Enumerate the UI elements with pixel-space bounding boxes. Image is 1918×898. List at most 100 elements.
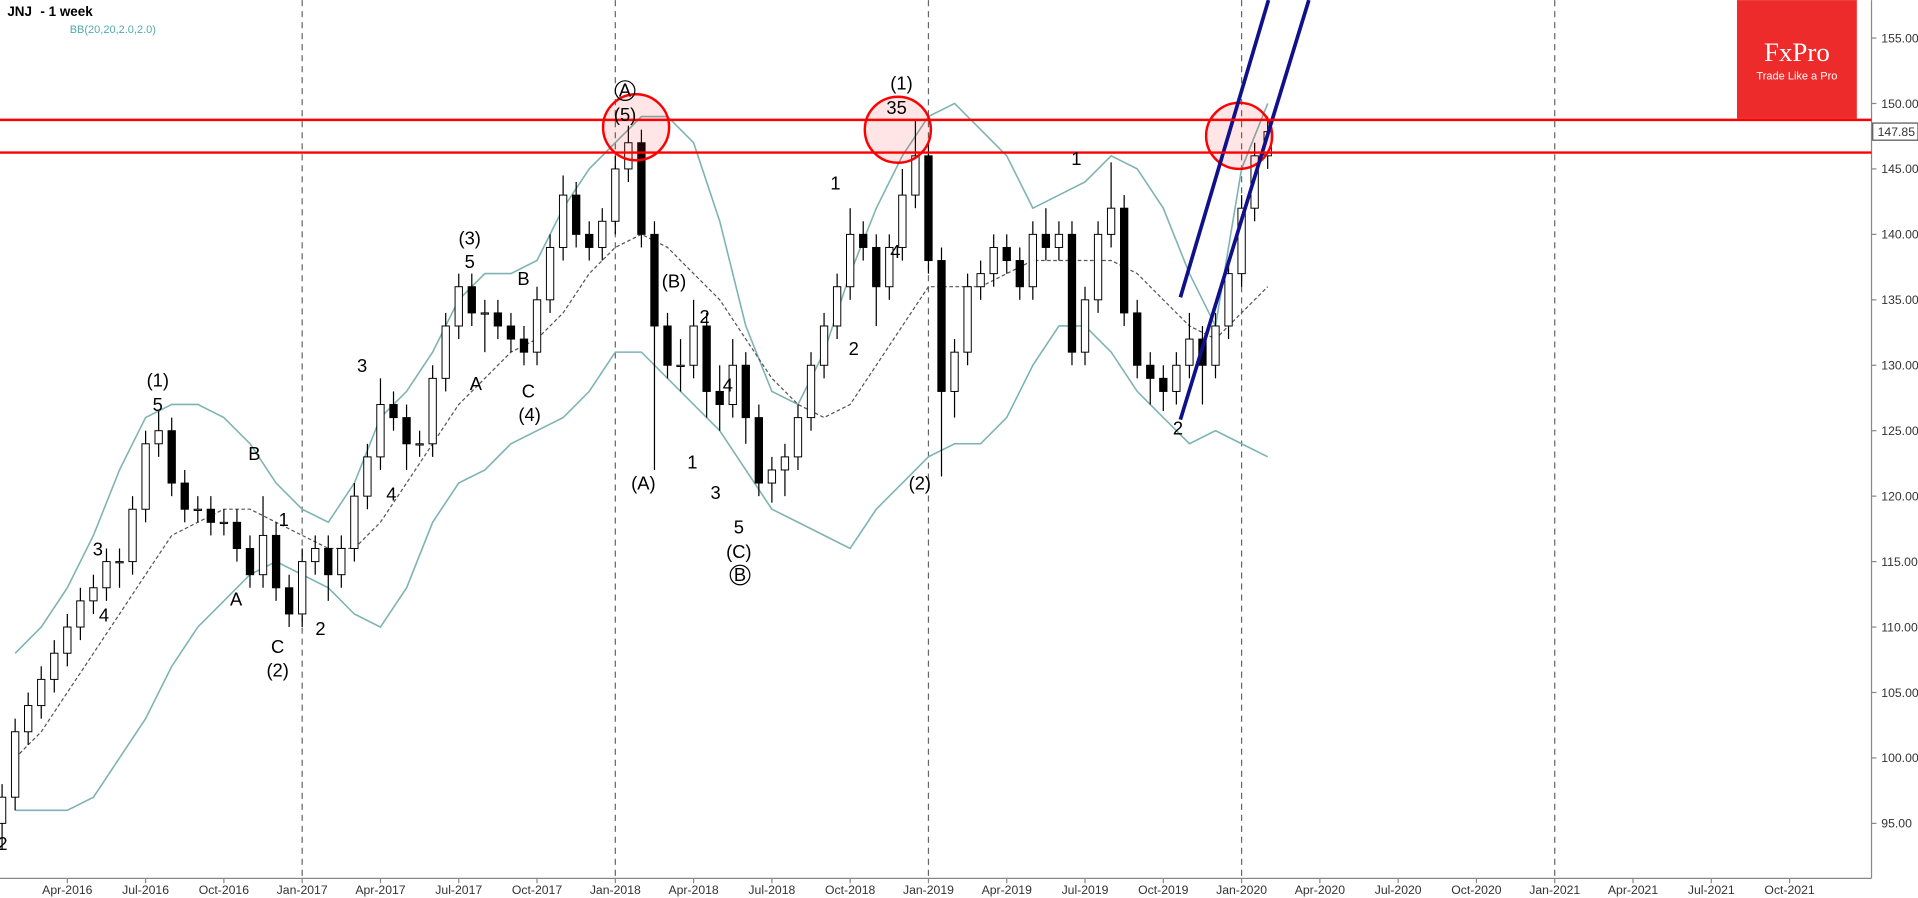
candle-body: [363, 456, 372, 497]
wave-label: 4: [99, 604, 109, 625]
wave-label: 4: [890, 241, 900, 262]
plot: [0, 0, 1556, 879]
wave-label: 2: [1173, 417, 1183, 438]
candle-body: [89, 587, 98, 602]
candle-body: [793, 417, 803, 458]
x-tick-label: Oct-2016: [199, 883, 249, 897]
logo-brand: FxPro: [1764, 37, 1830, 67]
candle-body: [1080, 299, 1090, 353]
y-tick-label: 130.00: [1881, 359, 1918, 373]
y-tick-label: 125.00: [1881, 424, 1918, 438]
candle-body: [1028, 233, 1037, 288]
wave-label: (5): [614, 104, 636, 125]
candle-body: [702, 325, 711, 392]
candle-body: [63, 626, 72, 654]
candle-body: [728, 364, 737, 406]
candle-body: [1041, 233, 1051, 248]
wave-label: C: [522, 381, 535, 402]
candle-body: [180, 482, 189, 510]
candle-body: [102, 561, 111, 589]
wave-label: A: [230, 589, 243, 610]
wave-label: 3: [357, 355, 367, 376]
candle-body: [663, 325, 672, 366]
x-tick-label: Jul-2021: [1688, 883, 1735, 897]
candle-body: [598, 220, 607, 248]
x-tick-label: Apr-2017: [355, 883, 405, 897]
y-tick-label: 115.00: [1881, 555, 1918, 569]
bollinger-middle: [14, 233, 1269, 759]
candle-body: [193, 508, 202, 511]
x-tick-label: Oct-2018: [825, 883, 875, 897]
candle-body: [1120, 207, 1129, 314]
candle-body: [298, 561, 307, 615]
candle-body: [819, 325, 829, 366]
x-tick-label: Apr-2020: [1295, 883, 1345, 897]
candle-body: [780, 456, 790, 471]
candle-body: [1237, 207, 1246, 275]
candle-body: [832, 286, 842, 327]
x-tick-label: Oct-2021: [1764, 883, 1814, 897]
x-tick-label: Jan-2017: [277, 883, 328, 897]
candle-body: [1133, 312, 1142, 366]
x-tick-label: Jan-2021: [1529, 883, 1580, 897]
y-tick-label: 150.00: [1881, 97, 1918, 111]
candle-body: [1159, 377, 1168, 392]
wave-label: (A): [631, 472, 655, 493]
candle-body: [415, 443, 424, 446]
candle-body: [950, 351, 959, 392]
candle-body: [1106, 207, 1116, 235]
wave-label: 2: [315, 618, 325, 639]
wave-label: 4: [386, 483, 396, 504]
candle-body: [585, 233, 594, 248]
symbol: JNJ: [7, 4, 32, 19]
last-price-label: 147.85: [1878, 125, 1916, 139]
y-tick-label: 100.00: [1881, 751, 1918, 765]
candle-body: [219, 521, 229, 525]
candle-body: [1185, 338, 1194, 366]
candle-body: [1067, 233, 1077, 353]
candle-body: [480, 312, 490, 315]
candle-body: [624, 142, 633, 170]
wave-label: 1: [279, 509, 289, 530]
highlight-circle: [601, 93, 671, 162]
bollinger-upper: [14, 102, 1269, 654]
wave-label: 5: [734, 516, 744, 537]
wave-label: (1): [147, 370, 169, 391]
candle-body: [467, 286, 476, 314]
candle-body: [545, 246, 555, 301]
candle-body: [937, 260, 946, 392]
candle-body: [637, 142, 646, 235]
wave-label: 1: [830, 173, 840, 194]
candle-body: [872, 246, 881, 288]
y-tick-label: 120.00: [1881, 489, 1918, 503]
candle-body: [676, 364, 685, 367]
candle-body: [258, 534, 268, 576]
candle-body: [376, 404, 385, 458]
wave-label: 5: [153, 394, 163, 415]
candle-body: [1211, 325, 1220, 366]
candle-body: [232, 521, 242, 549]
channel-line: [1178, 0, 1271, 298]
candle-body: [1054, 233, 1064, 248]
wave-label: (4): [518, 404, 540, 425]
x-tick-label: Jul-2020: [1375, 883, 1422, 897]
candle-body: [898, 194, 907, 248]
candle-body: [154, 430, 163, 445]
candle-body: [402, 417, 411, 445]
wave-label: 35: [886, 97, 906, 118]
candle-body: [519, 338, 529, 353]
wave-label: 2: [0, 833, 8, 854]
candle-body: [10, 731, 20, 798]
wave-label: 1: [687, 452, 697, 473]
annotation-circle: [614, 80, 636, 101]
candle-body: [311, 548, 320, 563]
candle-body: [454, 286, 463, 327]
candle-body: [1015, 260, 1024, 288]
x-tick-label: Jan-2020: [1216, 883, 1267, 897]
wave-label: C: [271, 636, 284, 657]
candle-body: [1172, 364, 1181, 392]
candle-body: [715, 390, 724, 406]
candle-body: [50, 652, 59, 680]
